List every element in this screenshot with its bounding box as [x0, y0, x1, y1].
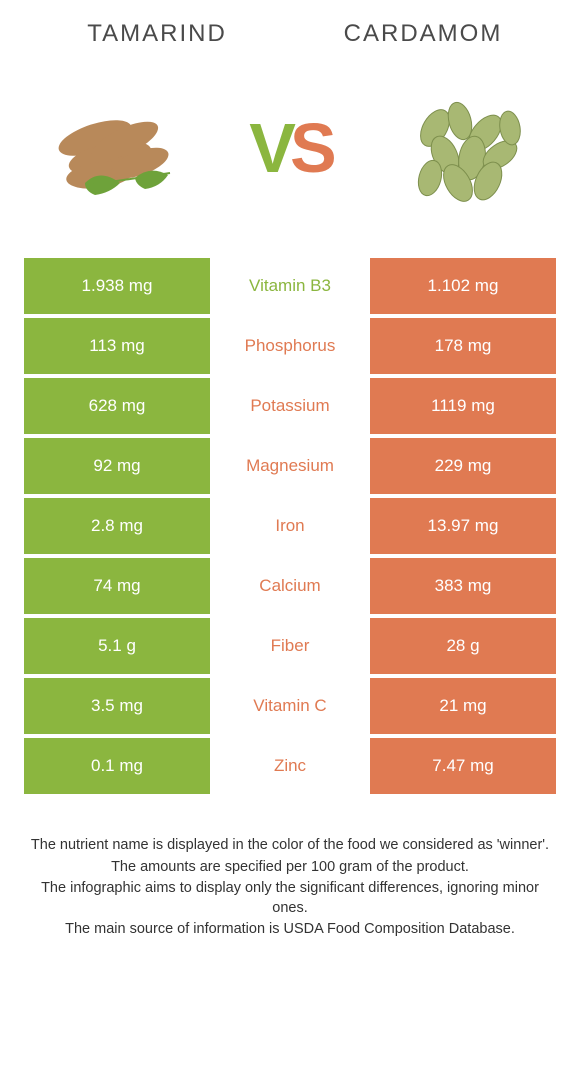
value-left: 0.1 mg	[24, 738, 210, 794]
food-title-left: Tamarind	[24, 20, 290, 48]
table-row: 74 mgCalcium383 mg	[24, 558, 556, 614]
value-left: 5.1 g	[24, 618, 210, 674]
nutrient-label: Potassium	[210, 378, 370, 434]
value-right: 28 g	[370, 618, 556, 674]
tamarind-image	[40, 83, 190, 213]
value-left: 628 mg	[24, 378, 210, 434]
footnote-line: The nutrient name is displayed in the co…	[22, 836, 558, 856]
nutrient-label: Zinc	[210, 738, 370, 794]
nutrient-table: 1.938 mgVitamin B31.102 mg113 mgPhosphor…	[0, 258, 580, 794]
nutrient-label: Phosphorus	[210, 318, 370, 374]
table-row: 2.8 mgIron13.97 mg	[24, 498, 556, 554]
value-left: 92 mg	[24, 438, 210, 494]
vs-v: V	[249, 108, 290, 188]
value-right: 229 mg	[370, 438, 556, 494]
value-left: 74 mg	[24, 558, 210, 614]
header-row: Tamarind Cardamom	[0, 0, 580, 48]
footnote-line: The infographic aims to display only the…	[22, 879, 558, 918]
table-row: 1.938 mgVitamin B31.102 mg	[24, 258, 556, 314]
table-row: 628 mgPotassium1119 mg	[24, 378, 556, 434]
nutrient-label: Fiber	[210, 618, 370, 674]
value-left: 1.938 mg	[24, 258, 210, 314]
value-left: 113 mg	[24, 318, 210, 374]
images-row: VS	[0, 48, 580, 258]
value-left: 2.8 mg	[24, 498, 210, 554]
cardamom-image	[390, 83, 540, 213]
value-right: 1119 mg	[370, 378, 556, 434]
vs-label: VS	[249, 108, 330, 188]
table-row: 92 mgMagnesium229 mg	[24, 438, 556, 494]
table-row: 113 mgPhosphorus178 mg	[24, 318, 556, 374]
vs-s: S	[290, 108, 331, 188]
food-title-right: Cardamom	[290, 20, 556, 48]
nutrient-label: Magnesium	[210, 438, 370, 494]
value-left: 3.5 mg	[24, 678, 210, 734]
value-right: 383 mg	[370, 558, 556, 614]
footnotes: The nutrient name is displayed in the co…	[0, 798, 580, 940]
nutrient-label: Iron	[210, 498, 370, 554]
table-row: 0.1 mgZinc7.47 mg	[24, 738, 556, 794]
value-right: 1.102 mg	[370, 258, 556, 314]
value-right: 7.47 mg	[370, 738, 556, 794]
table-row: 3.5 mgVitamin C21 mg	[24, 678, 556, 734]
value-right: 21 mg	[370, 678, 556, 734]
value-right: 13.97 mg	[370, 498, 556, 554]
table-row: 5.1 gFiber28 g	[24, 618, 556, 674]
footnote-line: The amounts are specified per 100 gram o…	[22, 858, 558, 878]
footnote-line: The main source of information is USDA F…	[22, 920, 558, 940]
nutrient-label: Vitamin B3	[210, 258, 370, 314]
nutrient-label: Calcium	[210, 558, 370, 614]
value-right: 178 mg	[370, 318, 556, 374]
nutrient-label: Vitamin C	[210, 678, 370, 734]
